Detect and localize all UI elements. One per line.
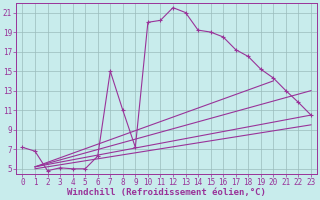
X-axis label: Windchill (Refroidissement éolien,°C): Windchill (Refroidissement éolien,°C) xyxy=(67,188,266,197)
